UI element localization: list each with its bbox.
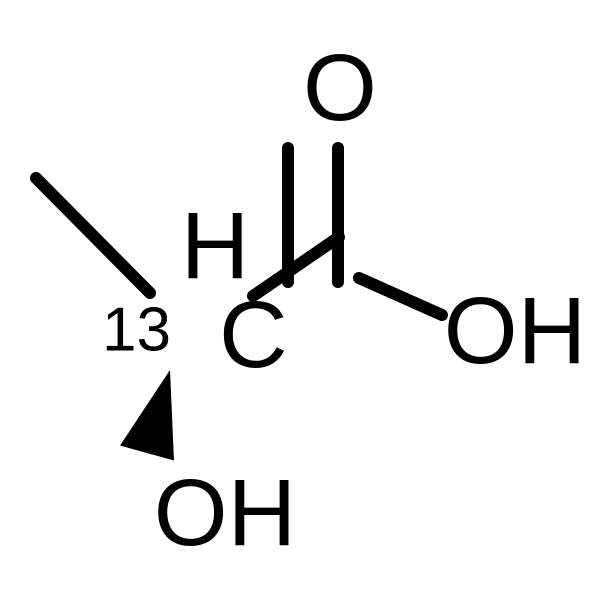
atom-oh-bottom: OH [154, 460, 297, 566]
atom-oxygen-top: O [303, 35, 377, 141]
bond [359, 278, 442, 315]
atom-isotope-13: 13 [102, 295, 171, 364]
molecule-diagram: OH13COHOH [0, 0, 600, 600]
atom-oh-right: OH [444, 278, 587, 384]
bond [36, 178, 150, 293]
atom-carbon-13: C [219, 282, 288, 388]
wedge-bond [120, 370, 174, 460]
